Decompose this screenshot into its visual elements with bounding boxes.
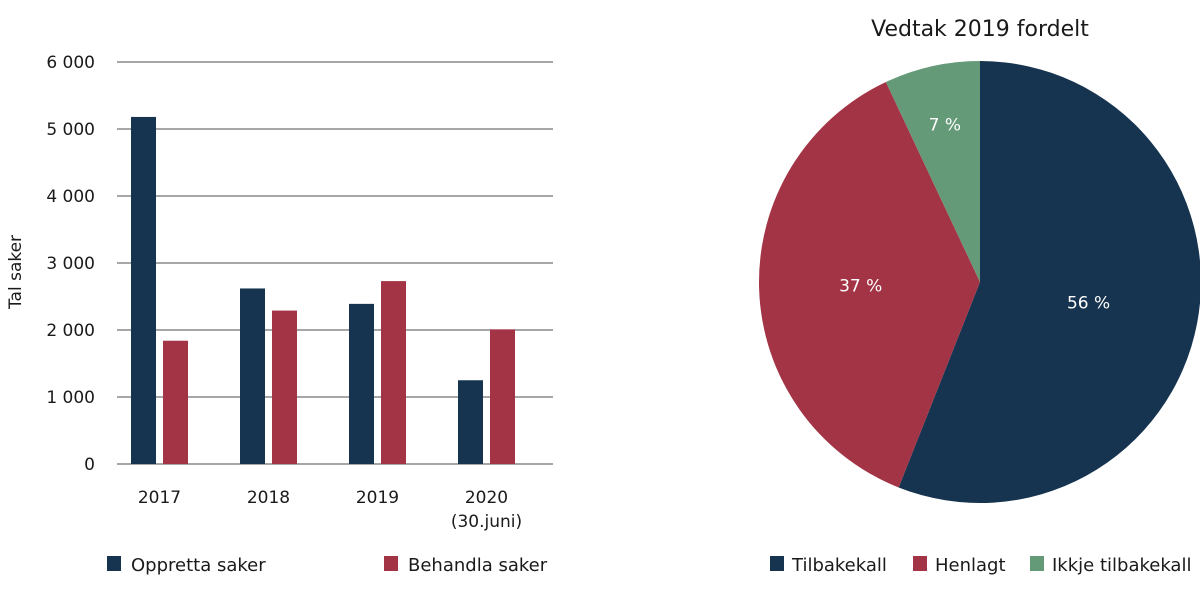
bar-category-label: 2020 — [465, 488, 508, 508]
bar-oppretta-1 — [240, 288, 265, 464]
bar-legend-swatch — [107, 556, 121, 571]
bar-legend: Oppretta saker Behandla saker — [107, 555, 548, 576]
bar-y-tick-label: 0 — [84, 455, 95, 475]
bar-y-tick-label: 3 000 — [46, 254, 95, 274]
pie-slice-label: 37 % — [839, 277, 882, 297]
bar-behandla-2 — [381, 281, 406, 464]
bar-oppretta-3 — [458, 380, 483, 464]
bar-oppretta-2 — [349, 303, 374, 464]
pie-slices — [759, 61, 1200, 503]
bar-y-tick-label: 4 000 — [46, 187, 95, 207]
bar-category-label: (30.juni) — [451, 512, 522, 532]
bar-behandla-0 — [163, 340, 188, 464]
pie-slice-labels: 56 % 37 % 7 % — [839, 116, 1110, 314]
pie-legend: Tilbakekall Henlagt Ikkje tilbakekall — [770, 555, 1191, 576]
bar-marks — [131, 116, 515, 464]
bar-y-tick-label: 6 000 — [46, 53, 95, 73]
pie-legend-label: Henlagt — [935, 555, 1006, 576]
pie-legend-swatch — [1030, 556, 1044, 571]
pie-legend-label: Tilbakekall — [791, 555, 887, 576]
bar-category-label: 2017 — [138, 488, 181, 508]
bar-y-tick-label: 2 000 — [46, 321, 95, 341]
pie-slice-label: 7 % — [929, 116, 961, 136]
pie-legend-swatch — [770, 556, 784, 571]
bar-y-axis-title: Tal saker — [6, 235, 26, 310]
pie-legend-swatch — [913, 556, 927, 571]
bar-y-tick-labels: 0 1 000 2 000 3 000 4 000 5 000 6 000 — [46, 53, 95, 475]
bar-category-label: 2018 — [247, 488, 290, 508]
pie-slice-henlagt — [759, 82, 980, 488]
bar-legend-swatch — [384, 556, 398, 571]
bar-gridlines — [117, 61, 553, 465]
bar-legend-label: Oppretta saker — [131, 555, 266, 576]
bar-y-tick-label: 1 000 — [46, 388, 95, 408]
bar-category-label: 2019 — [356, 488, 399, 508]
pie-chart: Vedtak 2019 fordelt 56 % 37 % 7 % Tilbakek… — [759, 17, 1200, 576]
pie-legend-label: Ikkje tilbakekall — [1052, 555, 1191, 576]
pie-slice-ikkje-tilbakekall — [885, 61, 980, 282]
bar-chart: 0 1 000 2 000 3 000 4 000 5 000 6 000 Tal sake… — [6, 53, 553, 576]
bar-oppretta-0 — [131, 116, 156, 464]
bar-behandla-1 — [272, 310, 297, 464]
pie-slice-tilbakekall — [898, 61, 1200, 503]
bar-category-labels: 2017 2018 2019 2020 (30.juni) — [138, 488, 522, 532]
bar-y-tick-label: 5 000 — [46, 120, 95, 140]
bar-behandla-3 — [490, 329, 515, 464]
pie-slice-label: 56 % — [1067, 294, 1110, 314]
pie-title: Vedtak 2019 fordelt — [871, 17, 1089, 42]
bar-legend-label: Behandla saker — [408, 555, 548, 576]
